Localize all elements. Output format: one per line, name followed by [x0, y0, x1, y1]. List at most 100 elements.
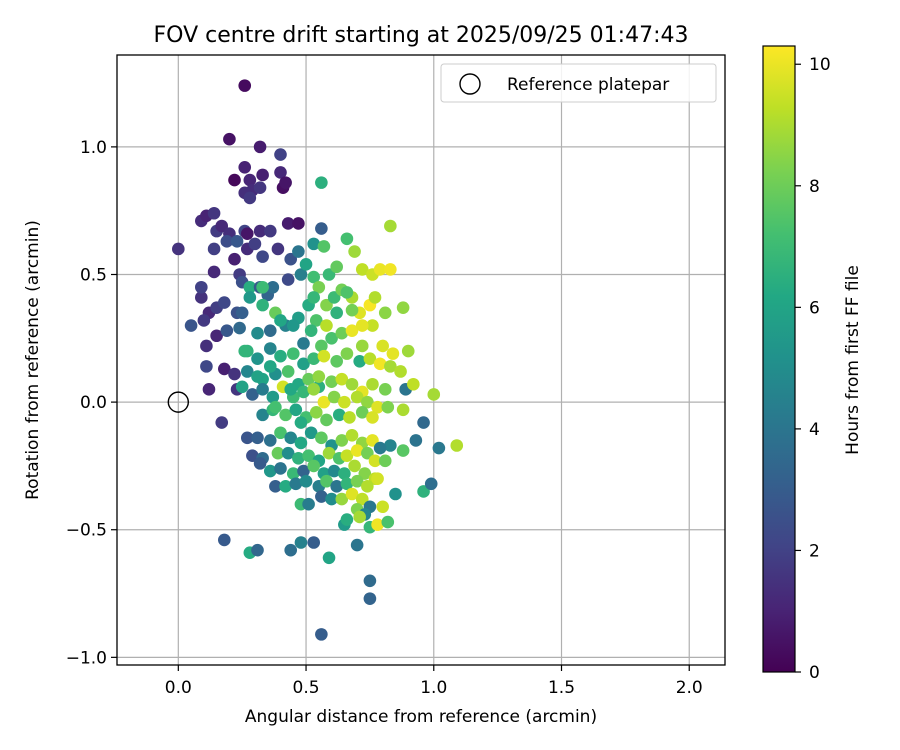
data-point: [251, 326, 264, 340]
data-point: [281, 365, 295, 378]
data-point: [279, 408, 292, 422]
data-point: [235, 380, 249, 394]
data-point: [407, 377, 420, 391]
data-point: [294, 268, 308, 281]
data-point: [238, 344, 252, 358]
data-point: [315, 176, 328, 189]
data-point: [427, 388, 441, 401]
data-point: [348, 459, 361, 473]
data-point: [294, 416, 308, 429]
data-point: [200, 360, 213, 373]
reference-platepar-marker: [167, 391, 190, 413]
data-point: [286, 467, 300, 480]
data-point: [207, 242, 221, 256]
data-point: [240, 365, 254, 378]
data-point: [327, 291, 341, 304]
data-point: [371, 472, 384, 485]
data-point: [322, 446, 336, 460]
data-point: [274, 462, 287, 475]
data-point: [345, 487, 359, 501]
data-point: [251, 543, 264, 557]
colorbar-tick-label: 2: [809, 541, 820, 561]
data-point: [378, 454, 392, 468]
data-point: [271, 446, 285, 460]
data-point: [297, 385, 310, 399]
data-point: [312, 280, 326, 294]
data-point: [373, 263, 387, 276]
data-point: [345, 377, 359, 391]
data-point: [228, 173, 241, 187]
data-point: [235, 306, 249, 320]
data-point: [366, 319, 379, 332]
data-point: [340, 477, 354, 491]
data-point: [376, 339, 389, 353]
data-point: [335, 492, 349, 506]
y-tick-label: 0.0: [80, 393, 107, 413]
data-point: [386, 347, 400, 360]
data-point: [332, 408, 346, 422]
colorbar-tick-label: 10: [809, 55, 831, 75]
data-point: [217, 533, 231, 547]
data-point: [240, 431, 254, 445]
data-point: [263, 464, 277, 478]
data-point: [251, 431, 264, 445]
data-point: [207, 206, 221, 220]
data-point: [299, 474, 313, 488]
data-point: [172, 242, 185, 256]
data-point: [320, 474, 333, 488]
data-point: [350, 390, 364, 404]
legend-marker: [459, 73, 481, 95]
data-point: [215, 219, 229, 233]
colorbar-tick-label: 4: [809, 420, 820, 440]
data-point: [317, 395, 331, 409]
data-point: [286, 347, 300, 360]
data-point: [256, 168, 269, 182]
data-point: [355, 406, 369, 419]
data-point: [307, 383, 321, 396]
data-point: [281, 217, 295, 230]
data-point: [253, 457, 267, 470]
data-point: [302, 449, 315, 463]
x-axis-label: Angular distance from reference (arcmin): [245, 707, 597, 727]
data-point: [424, 477, 438, 491]
data-point: [355, 339, 369, 353]
y-axis-ticks: −1.0 −0.5 0.0 0.5 1.0: [66, 138, 117, 668]
data-point: [243, 280, 257, 294]
data-point: [358, 467, 372, 480]
data-point: [355, 319, 369, 332]
legend-label: Reference platepar: [507, 75, 669, 95]
data-point: [253, 140, 267, 154]
data-point: [269, 480, 282, 493]
data-point: [246, 388, 259, 401]
data-point: [325, 332, 338, 345]
data-point: [281, 446, 295, 460]
y-tick-label: −1.0: [66, 648, 107, 668]
data-point: [253, 181, 267, 195]
data-point: [233, 321, 246, 335]
data-point: [210, 329, 223, 343]
colorbar-gradient: [762, 45, 796, 673]
data-point: [253, 224, 267, 238]
data-point: [271, 242, 285, 256]
data-point: [297, 357, 310, 371]
data-point: [292, 245, 305, 258]
data-point: [279, 480, 292, 493]
colorbar-label: Hours from first FF file: [843, 265, 863, 455]
colorbar: 0 2 4 6 8 10 Hours from first FF file: [762, 45, 863, 683]
data-point: [307, 270, 321, 284]
data-point: [396, 301, 410, 314]
x-tick-label: 0.5: [293, 678, 320, 698]
data-point: [353, 354, 366, 368]
y-tick-label: −0.5: [66, 521, 107, 541]
plot-frame: [116, 54, 726, 666]
data-point: [274, 148, 287, 161]
data-point: [256, 298, 269, 312]
data-point: [317, 349, 331, 363]
data-point: [338, 395, 351, 409]
data-point: [256, 280, 269, 294]
data-point: [330, 480, 343, 493]
data-point: [368, 454, 382, 468]
scatter-points: [167, 79, 464, 641]
data-point: [266, 280, 280, 294]
